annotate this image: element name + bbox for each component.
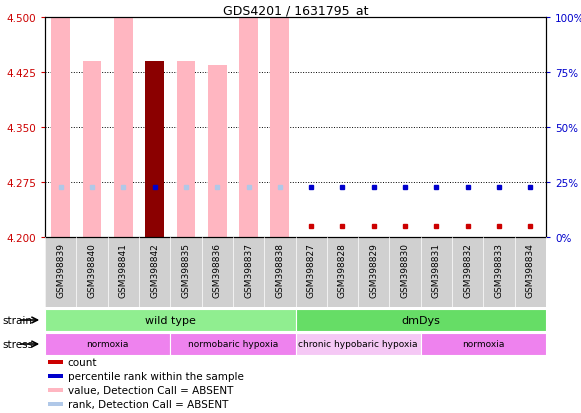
Bar (270, 18, 289, 237)
Text: wild type: wild type (145, 315, 196, 325)
Text: value, Detection Call = ABSENT: value, Detection Call = ABSENT (67, 385, 233, 395)
Text: strain: strain (3, 315, 33, 325)
Bar (239, 18, 258, 237)
Text: normoxia: normoxia (462, 339, 504, 349)
Bar (170, 333, 296, 355)
Text: stress: stress (3, 339, 34, 349)
Bar (83, 62, 101, 237)
Bar (208, 66, 227, 237)
Title: GDS4201 / 1631795_at: GDS4201 / 1631795_at (223, 4, 368, 17)
Bar (48, 361, 63, 364)
Text: chronic hypobaric hypoxia: chronic hypobaric hypoxia (299, 339, 418, 349)
Bar (177, 62, 195, 237)
Text: count: count (67, 357, 97, 367)
Text: dmDys: dmDys (401, 315, 440, 325)
Bar (48, 402, 63, 406)
Text: rank, Detection Call = ABSENT: rank, Detection Call = ABSENT (67, 399, 228, 409)
Bar (296, 309, 546, 331)
Bar (45, 309, 296, 331)
Bar (51, 18, 70, 237)
Text: normoxia: normoxia (87, 339, 129, 349)
Bar (421, 333, 546, 355)
Text: percentile rank within the sample: percentile rank within the sample (67, 371, 243, 381)
Text: normobaric hypoxia: normobaric hypoxia (188, 339, 278, 349)
Bar (114, 18, 132, 237)
Bar (296, 333, 421, 355)
Bar (48, 374, 63, 378)
Bar (145, 62, 164, 237)
Bar (45, 333, 170, 355)
Bar (48, 388, 63, 392)
